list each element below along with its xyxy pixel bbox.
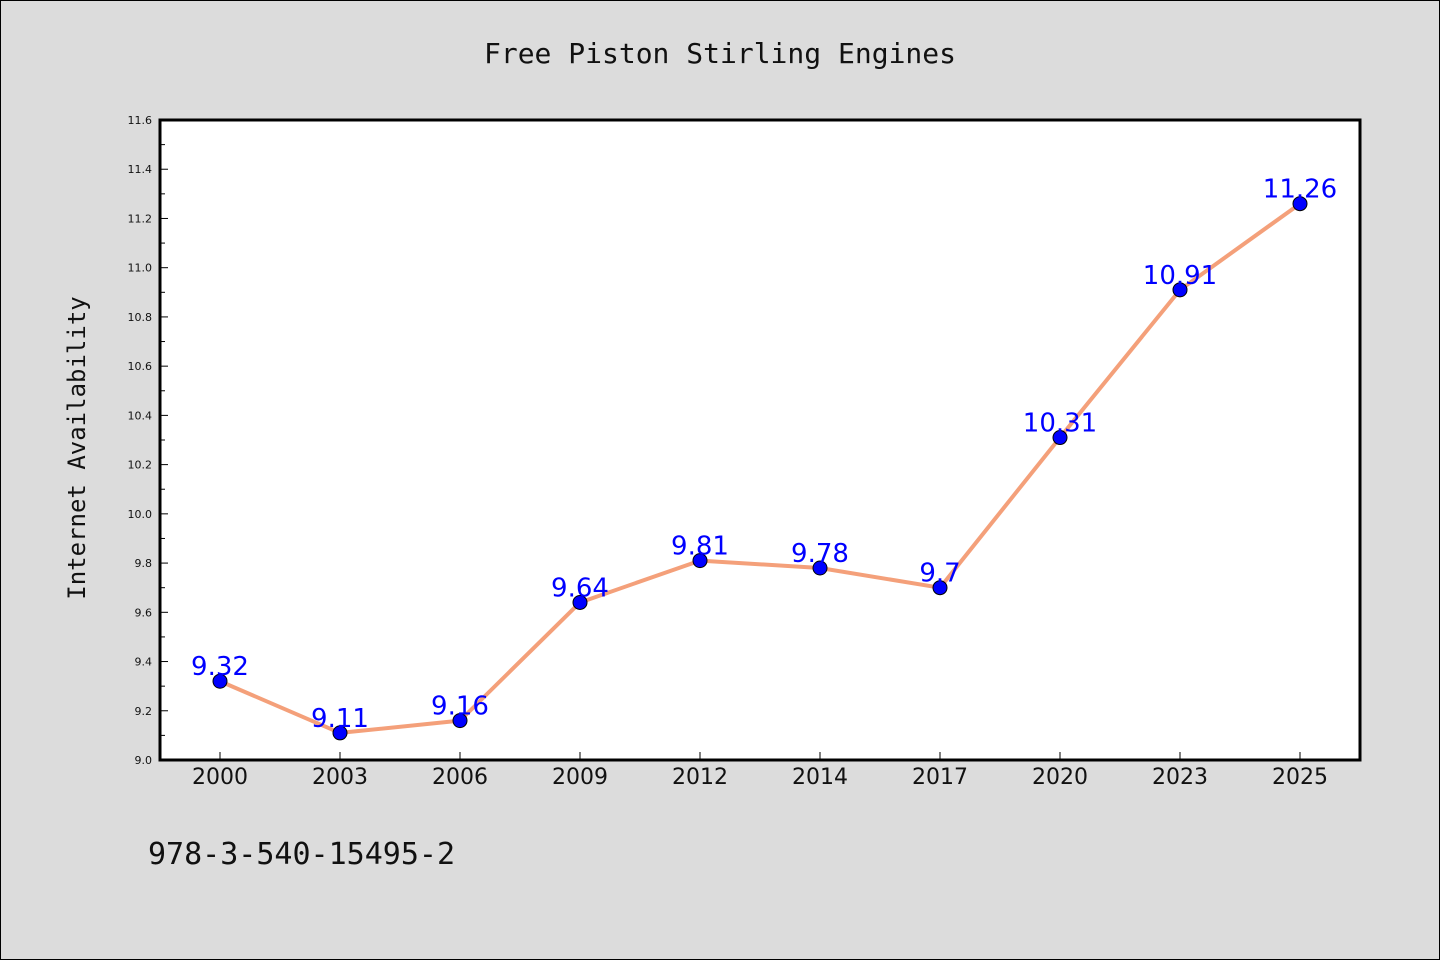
y-tick-label: 11.4 [128, 163, 153, 176]
data-point [212, 673, 228, 689]
y-tick-label: 9.6 [135, 606, 153, 619]
data-point [572, 594, 588, 610]
y-tick-label: 10.2 [128, 459, 153, 472]
y-tick-label: 9.4 [135, 656, 153, 669]
y-tick-label: 9.0 [135, 754, 153, 767]
y-tick-label: 11.2 [128, 212, 153, 225]
x-tick-label: 2000 [192, 765, 248, 790]
y-tick-label: 9.2 [135, 705, 153, 718]
data-markers [212, 196, 1308, 741]
x-tick-label: 2009 [552, 765, 608, 790]
data-label: 10.91 [1143, 261, 1217, 291]
data-point [452, 713, 468, 729]
data-point [1292, 196, 1308, 212]
x-tick-label: 2012 [672, 765, 728, 790]
y-tick-label: 10.4 [128, 409, 153, 422]
data-point [332, 725, 348, 741]
y-tick-label: 11.6 [128, 114, 153, 127]
x-axis-ticks: 2000 2003 2006 2009 2012 2014 2017 2020 2023 2025 [192, 752, 1328, 790]
data-label: 10.31 [1023, 409, 1097, 439]
x-tick-label: 2014 [792, 765, 848, 790]
data-labels: 9.32 9.11 9.16 9.64 9.81 9.78 9.7 10.31 10.91 11.… [191, 175, 1337, 734]
data-label: 9.16 [431, 692, 489, 722]
y-tick-label: 10.8 [128, 311, 153, 324]
x-tick-label: 2003 [312, 765, 368, 790]
x-tick-label: 2020 [1032, 765, 1088, 790]
x-tick-label: 2017 [912, 765, 968, 790]
data-label: 9.64 [551, 573, 609, 603]
data-label: 11.26 [1263, 175, 1337, 205]
x-tick-label: 2023 [1152, 765, 1208, 790]
y-axis-label: Internet Availability [63, 296, 91, 599]
plot-area [158, 118, 1362, 762]
data-point [932, 580, 948, 596]
footer-isbn: 978-3-540-15495-2 [148, 837, 455, 872]
y-tick-label: 10.0 [128, 508, 153, 521]
data-label: 9.7 [919, 559, 960, 589]
data-point [1172, 282, 1188, 298]
data-point [692, 553, 708, 569]
series-line [218, 201, 1302, 735]
data-point [812, 560, 828, 576]
chart-title: Free Piston Stirling Engines [484, 37, 956, 70]
x-tick-label: 2025 [1272, 765, 1328, 790]
y-tick-label: 10.6 [128, 360, 153, 373]
y-axis-ticks: 9.0 9.2 9.4 9.6 9.8 10.0 10.2 10.4 10.6 10.8 11.0 1… [128, 114, 168, 767]
data-label: 9.32 [191, 652, 249, 682]
x-tick-label: 2006 [432, 765, 488, 790]
data-label: 9.11 [311, 704, 369, 734]
y-tick-label: 9.8 [135, 557, 153, 570]
y-tick-label: 11.0 [128, 262, 153, 275]
series-line-group [218, 201, 1302, 735]
data-point [1052, 430, 1068, 446]
data-label: 9.81 [671, 532, 729, 562]
data-label: 9.78 [791, 539, 849, 569]
